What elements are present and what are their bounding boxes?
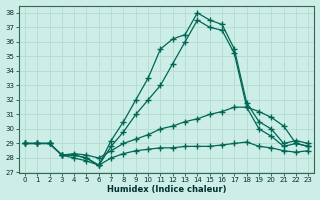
X-axis label: Humidex (Indice chaleur): Humidex (Indice chaleur) (107, 185, 226, 194)
